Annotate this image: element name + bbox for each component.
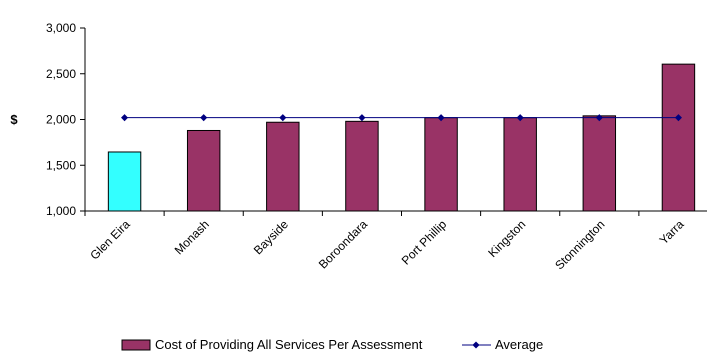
x-tick-label: Kingston (485, 217, 528, 260)
legend-bar-label: Cost of Providing All Services Per Asses… (155, 337, 423, 352)
y-tick-label: 2,500 (46, 67, 76, 81)
bar (186, 129, 221, 212)
y-axis-label: $ (10, 112, 18, 127)
x-tick-label: Monash (172, 217, 212, 257)
bar (582, 115, 617, 212)
y-tick-label: 1,500 (46, 158, 76, 172)
x-axis: Glen Eira Monash Bayside Boroondara Port Phi… (84, 210, 707, 272)
y-axis: 1,000 1,500 2,000 2,500 3,000 (46, 21, 86, 218)
y-tick-label: 3,000 (46, 21, 76, 35)
average-point (674, 114, 682, 122)
average-point (200, 114, 208, 122)
average-point (516, 114, 524, 122)
x-tick-label: Port Phillip (399, 217, 450, 268)
x-tick-label: Glen Eira (87, 217, 133, 263)
x-tick-label: Bayside (251, 217, 291, 257)
y-tick-label: 1,000 (46, 204, 76, 218)
y-tick-label: 2,000 (46, 113, 76, 127)
x-tick-label: Yarra (657, 217, 687, 247)
x-tick-label: Boroondara (316, 217, 370, 271)
bar (424, 117, 458, 212)
x-tick-label: Stonnington (552, 217, 607, 272)
bar (345, 120, 379, 212)
bar (266, 121, 300, 212)
bar (107, 151, 142, 212)
average-point (279, 114, 287, 122)
average-point (358, 114, 366, 122)
bars (107, 63, 696, 212)
average-line (121, 114, 682, 122)
legend-bar-swatch (121, 339, 151, 351)
legend: Cost of Providing All Services Per Asses… (121, 337, 543, 352)
legend-line-marker (472, 341, 480, 349)
bar (503, 117, 537, 212)
average-point (437, 114, 445, 122)
average-point (121, 114, 129, 122)
bar (661, 63, 696, 212)
legend-line-label: Average (495, 337, 543, 352)
average-point (595, 114, 603, 122)
